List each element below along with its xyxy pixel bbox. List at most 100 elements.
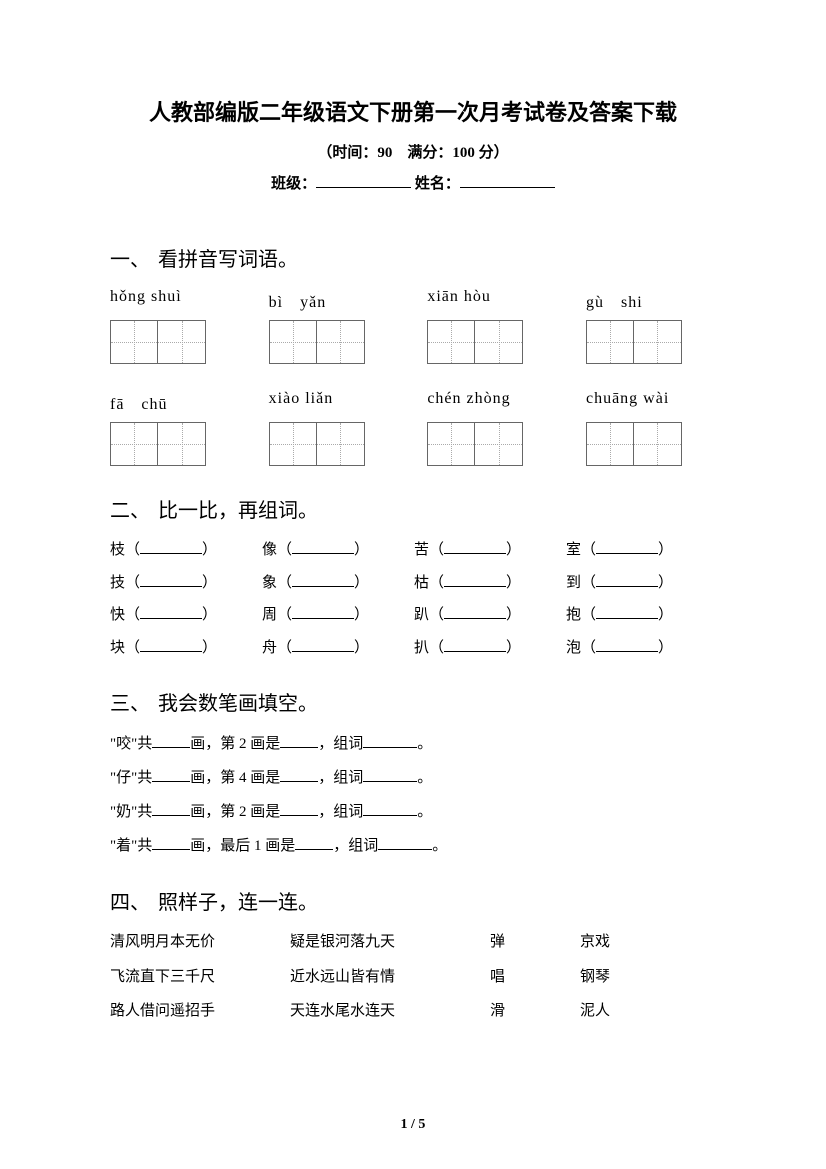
exam-title: 人教部编版二年级语文下册第一次月考试卷及答案下载 bbox=[110, 95, 716, 127]
stroke-line: "仔"共画，第 4 画是，组词。 bbox=[110, 766, 716, 790]
name-blank[interactable] bbox=[460, 172, 555, 188]
pinyin-cell: xiān hòu bbox=[427, 288, 557, 312]
stroke-blank[interactable] bbox=[152, 802, 190, 816]
exam-subtitle: （时间：90 满分：100 分） bbox=[110, 141, 716, 162]
match-cell: 路人借问遥招手 bbox=[110, 1000, 290, 1023]
box-pair bbox=[110, 320, 240, 364]
fill-blank[interactable] bbox=[292, 573, 354, 587]
char-box[interactable] bbox=[427, 422, 523, 466]
char-box[interactable] bbox=[427, 320, 523, 364]
fill-blank[interactable] bbox=[140, 540, 202, 554]
box-pair bbox=[110, 422, 240, 466]
compare-cell: 枯（） bbox=[414, 572, 564, 595]
pinyin-row-1: hǒng shuì bì yǎn xiān hòu gù shi bbox=[110, 288, 716, 312]
match-cell: 泥人 bbox=[580, 1000, 660, 1023]
stroke-line: "奶"共画，第 2 画是，组词。 bbox=[110, 800, 716, 824]
section-1-num: 一、 bbox=[110, 249, 150, 271]
match-cell: 唱 bbox=[490, 966, 580, 989]
match-cell: 滑 bbox=[490, 1000, 580, 1023]
stroke-blank[interactable] bbox=[152, 768, 190, 782]
fill-blank[interactable] bbox=[292, 605, 354, 619]
stroke-line: "着"共画，最后 1 画是，组词。 bbox=[110, 834, 716, 858]
compare-row: 块（） 舟（） 扒（） 泡（） bbox=[110, 637, 716, 660]
match-row: 路人借问遥招手 天连水尾水连天 滑 泥人 bbox=[110, 1000, 716, 1023]
class-label: 班级： bbox=[271, 176, 316, 192]
fill-blank[interactable] bbox=[292, 540, 354, 554]
match-cell: 天连水尾水连天 bbox=[290, 1000, 490, 1023]
compare-cell: 到（） bbox=[566, 572, 716, 595]
section-1-title: 看拼音写词语。 bbox=[158, 249, 298, 271]
section-4-title: 照样子，连一连。 bbox=[158, 892, 318, 914]
compare-cell: 像（） bbox=[262, 539, 412, 562]
pinyin-cell: chén zhòng bbox=[427, 390, 557, 414]
compare-cell: 周（） bbox=[262, 604, 412, 627]
fill-blank[interactable] bbox=[140, 638, 202, 652]
section-4-heading: 四、照样子，连一连。 bbox=[110, 886, 716, 915]
compare-cell: 室（） bbox=[566, 539, 716, 562]
char-box[interactable] bbox=[586, 422, 682, 466]
box-pair bbox=[269, 422, 399, 466]
compare-cell: 舟（） bbox=[262, 637, 412, 660]
pinyin-row-2: fā chū xiào liǎn chén zhòng chuāng wài bbox=[110, 390, 716, 414]
char-box[interactable] bbox=[110, 422, 206, 466]
pinyin-cell: xiào liǎn bbox=[269, 390, 399, 414]
match-row: 飞流直下三千尺 近水远山皆有情 唱 钢琴 bbox=[110, 966, 716, 989]
box-pair bbox=[427, 422, 557, 466]
class-blank[interactable] bbox=[316, 172, 411, 188]
stroke-blank[interactable] bbox=[280, 768, 318, 782]
stroke-blank[interactable] bbox=[280, 802, 318, 816]
compare-cell: 块（） bbox=[110, 637, 260, 660]
match-cell: 近水远山皆有情 bbox=[290, 966, 490, 989]
stroke-blank[interactable] bbox=[363, 734, 417, 748]
section-2-num: 二、 bbox=[110, 500, 150, 522]
box-row-2 bbox=[110, 422, 716, 466]
pinyin-cell: gù shi bbox=[586, 288, 716, 312]
compare-cell: 技（） bbox=[110, 572, 260, 595]
fill-blank[interactable] bbox=[444, 540, 506, 554]
match-row: 清风明月本无价 疑是银河落九天 弹 京戏 bbox=[110, 931, 716, 954]
compare-cell: 扒（） bbox=[414, 637, 564, 660]
compare-cell: 泡（） bbox=[566, 637, 716, 660]
fill-blank[interactable] bbox=[596, 605, 658, 619]
box-pair bbox=[427, 320, 557, 364]
compare-cell: 枝（） bbox=[110, 539, 260, 562]
compare-row: 快（） 周（） 趴（） 抱（） bbox=[110, 604, 716, 627]
fill-blank[interactable] bbox=[140, 573, 202, 587]
box-pair bbox=[586, 422, 716, 466]
match-cell: 疑是银河落九天 bbox=[290, 931, 490, 954]
pinyin-cell: bì yǎn bbox=[269, 288, 399, 312]
fill-blank[interactable] bbox=[140, 605, 202, 619]
name-line: 班级： 姓名： bbox=[110, 172, 716, 193]
stroke-blank[interactable] bbox=[152, 836, 190, 850]
stroke-blank[interactable] bbox=[280, 734, 318, 748]
compare-row: 枝（） 像（） 苦（） 室（） bbox=[110, 539, 716, 562]
stroke-blank[interactable] bbox=[152, 734, 190, 748]
char-box[interactable] bbox=[269, 422, 365, 466]
stroke-blank[interactable] bbox=[363, 802, 417, 816]
fill-blank[interactable] bbox=[596, 540, 658, 554]
section-2-heading: 二、比一比，再组词。 bbox=[110, 494, 716, 523]
char-box[interactable] bbox=[110, 320, 206, 364]
compare-cell: 象（） bbox=[262, 572, 412, 595]
match-cell: 清风明月本无价 bbox=[110, 931, 290, 954]
fill-blank[interactable] bbox=[444, 638, 506, 652]
match-cell: 弹 bbox=[490, 931, 580, 954]
char-box[interactable] bbox=[586, 320, 682, 364]
fill-blank[interactable] bbox=[292, 638, 354, 652]
box-row-1 bbox=[110, 320, 716, 364]
pinyin-cell: hǒng shuì bbox=[110, 288, 240, 312]
box-pair bbox=[269, 320, 399, 364]
fill-blank[interactable] bbox=[444, 573, 506, 587]
compare-cell: 苦（） bbox=[414, 539, 564, 562]
char-box[interactable] bbox=[269, 320, 365, 364]
stroke-blank[interactable] bbox=[295, 836, 333, 850]
fill-blank[interactable] bbox=[596, 638, 658, 652]
fill-blank[interactable] bbox=[444, 605, 506, 619]
pinyin-cell: chuāng wài bbox=[586, 390, 716, 414]
compare-row: 技（） 象（） 枯（） 到（） bbox=[110, 572, 716, 595]
fill-blank[interactable] bbox=[596, 573, 658, 587]
stroke-blank[interactable] bbox=[363, 768, 417, 782]
section-3-num: 三、 bbox=[110, 693, 150, 715]
pinyin-cell: fā chū bbox=[110, 390, 240, 414]
stroke-blank[interactable] bbox=[378, 836, 432, 850]
